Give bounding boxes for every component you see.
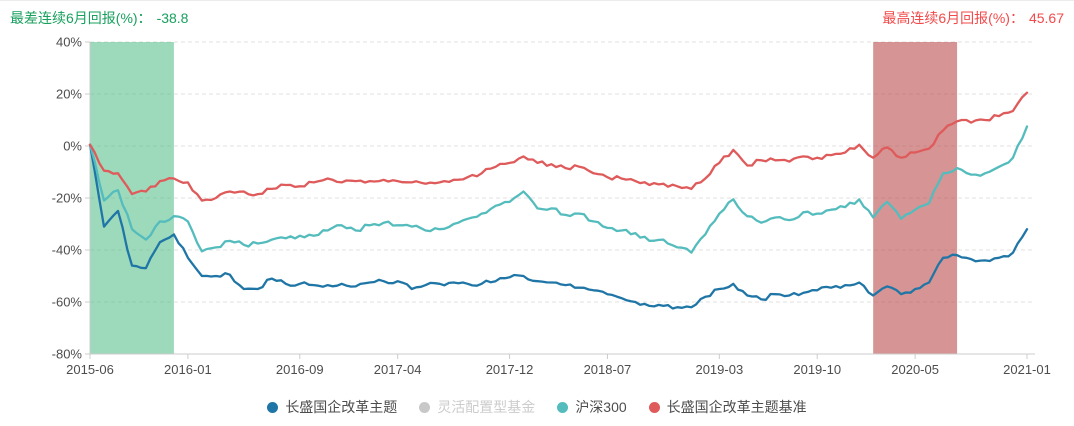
y-axis-label: -20% [52,191,83,206]
legend-item-1[interactable]: 灵活配置型基金 [419,397,535,417]
y-axis-label: 40% [56,35,82,50]
legend-marker-icon [419,401,431,413]
x-axis-label: 2016-09 [276,362,324,377]
y-axis-label: -60% [52,295,83,310]
legend-label: 长盛国企改革主题 [285,399,398,415]
x-axis-label: 2018-07 [584,362,632,377]
best-6month-return-title: 最高连续6月回报(%)： 45.67 [882,8,1064,28]
series-line-0 [88,143,1029,310]
worst-6month-return-label: 最差连续6月回报(%)： [10,10,152,26]
legend-label: 沪深300 [575,399,627,415]
legend-label: 灵活配置型基金 [437,399,536,415]
legend-item-3[interactable]: 长盛国企改革主题基准 [648,397,807,417]
legend-marker-icon [648,401,660,413]
x-axis-label: 2015-06 [66,362,114,377]
legend-label: 长盛国企改革主题基准 [666,399,807,415]
x-axis-label: 2017-12 [486,362,534,377]
legend-marker-icon [557,401,569,413]
legend: 长盛国企改革主题 灵活配置型基金 沪深300 长盛国企改革主题基准 [0,397,1074,417]
legend-marker-icon [267,401,279,413]
best-6month-return-label: 最高连续6月回报(%)： [882,10,1024,26]
x-axis-label: 2021-01 [1003,362,1051,377]
best-6month-window-band [873,42,958,354]
chart-canvas[interactable]: 40% 20% 0% -20% -40% -60% -80%2015-06 2016-01 20… [0,1,1074,397]
series-line-3 [88,91,1029,202]
worst-6month-return-title: 最差连续6月回报(%)： -38.8 [10,8,188,28]
series-line-2 [88,125,1029,254]
y-axis-label: -40% [52,243,83,258]
x-axis-label: 2019-10 [793,362,841,377]
legend-item-0[interactable]: 长盛国企改革主题 [267,397,397,417]
x-axis-label: 2017-04 [374,362,422,377]
best-6month-return-value: 45.67 [1028,10,1064,26]
x-axis-label: 2020-05 [891,362,939,377]
y-axis-label: -80% [52,347,83,362]
y-axis-label: 20% [56,87,82,102]
worst-6month-return-value: -38.8 [156,10,189,26]
x-axis-label: 2016-01 [164,362,212,377]
legend-item-2[interactable]: 沪深300 [557,397,627,417]
x-axis-label: 2019-03 [695,362,743,377]
y-axis-label: 0% [63,139,82,154]
